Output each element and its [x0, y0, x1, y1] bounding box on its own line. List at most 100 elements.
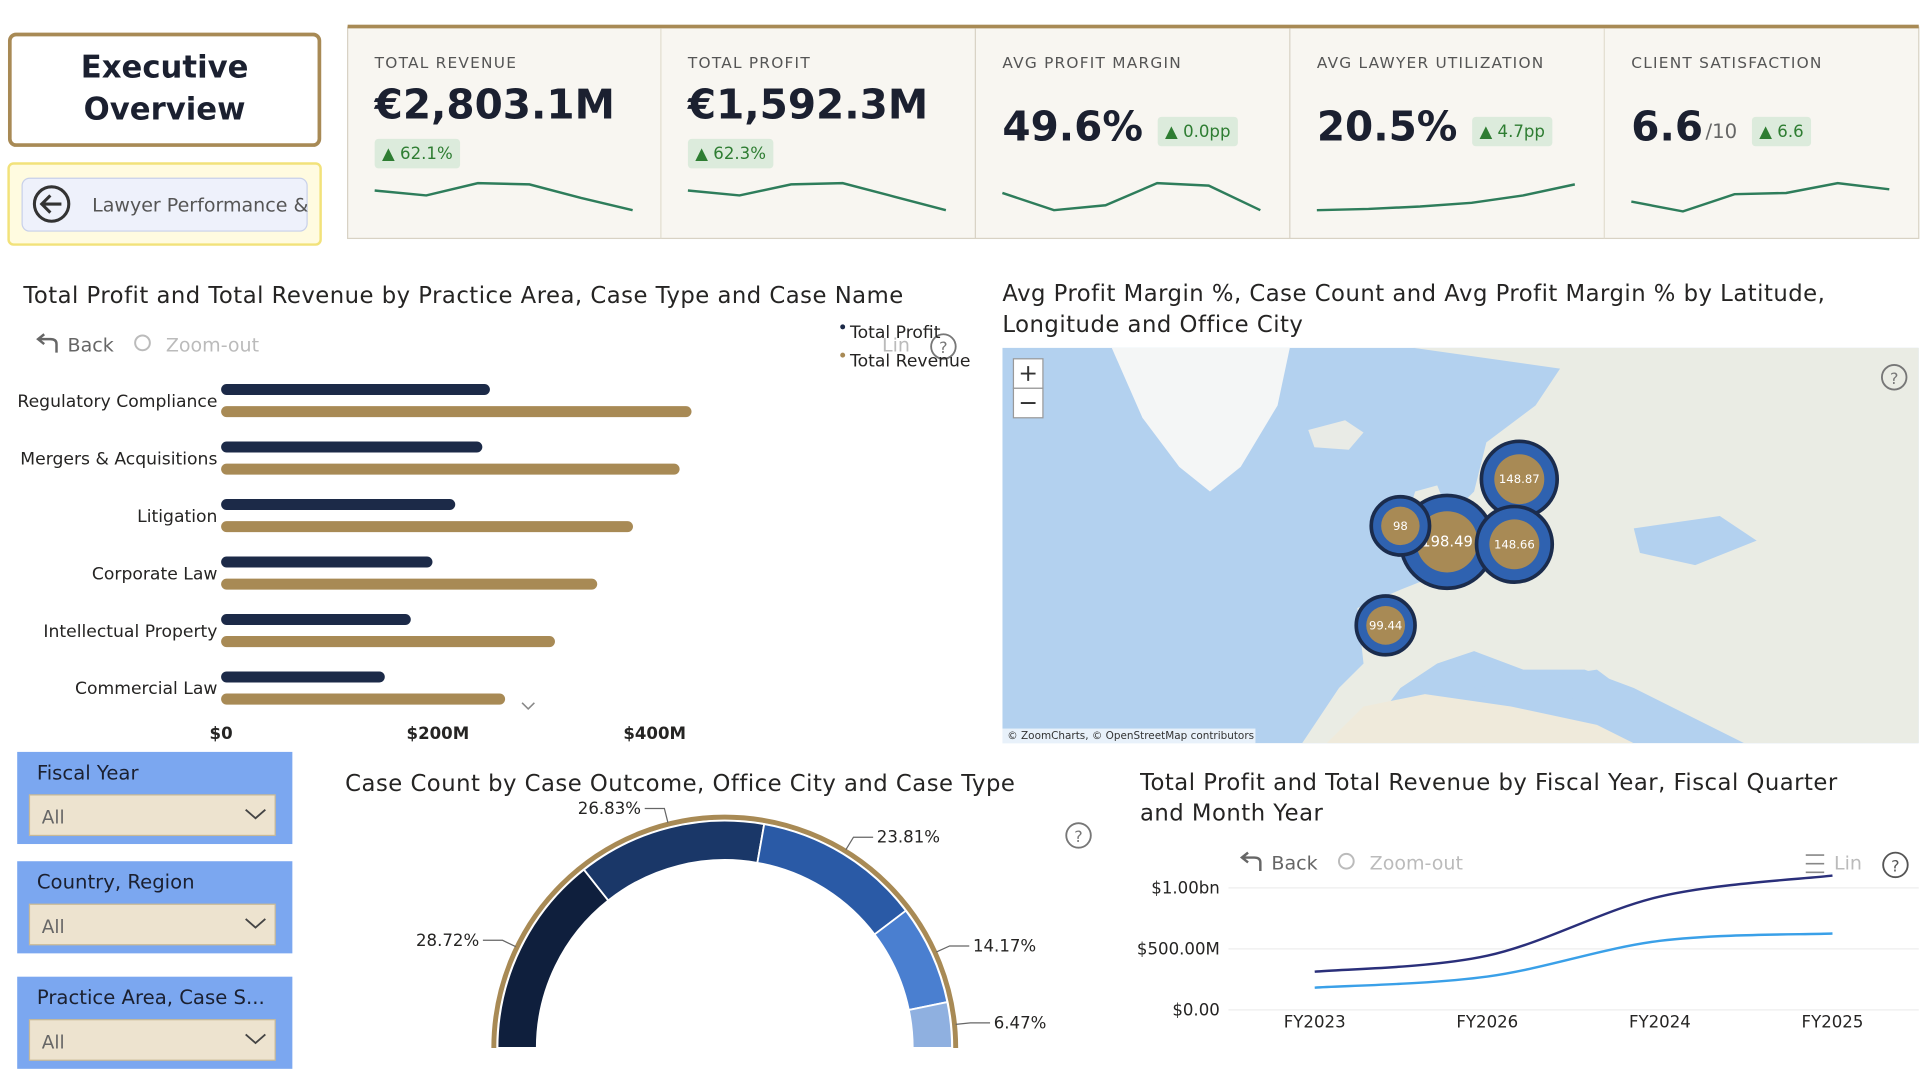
kpi-delta: ▲ 0.0pp	[1165, 122, 1230, 141]
help-icon[interactable]: ?	[1880, 364, 1908, 391]
map-bubbles: 198.49 148.87 148.66 98 99.44	[1354, 439, 1560, 657]
help-icon[interactable]: ?	[930, 333, 957, 360]
bar	[221, 636, 555, 648]
toolbar-item[interactable]: Back	[1271, 853, 1317, 875]
back-icon	[36, 333, 58, 353]
x-tick-label: $200M	[407, 724, 470, 743]
bar	[221, 498, 456, 511]
slicer-dropdown	[28, 903, 276, 946]
slicer-value: All	[42, 917, 65, 938]
slicer-value: All	[42, 1033, 65, 1054]
line-series	[1314, 874, 1833, 973]
zoom-icon	[1337, 852, 1355, 870]
toolbar-item[interactable]: Lin	[1834, 853, 1862, 875]
help-icon[interactable]: ?	[1882, 851, 1909, 879]
bubble-label: 148.66	[1494, 537, 1535, 551]
donut-rim	[491, 814, 959, 1048]
toolbar-label: Back	[68, 334, 114, 356]
bar	[221, 556, 433, 568]
chart-title: Case Count by Case Outcome, Office City …	[345, 771, 1015, 797]
kpi-delta-badge	[374, 138, 461, 169]
sea	[1474, 669, 1622, 707]
toolbar-item[interactable]: Back	[68, 334, 114, 356]
header-fo: Executive Overview	[80, 49, 249, 127]
slicer[interactable]: Country, Region All	[17, 861, 293, 954]
toolbar-label: Zoom-out	[1370, 853, 1463, 875]
scroll-chevron	[521, 702, 535, 711]
zoom-out[interactable]	[1012, 387, 1044, 419]
bar	[221, 383, 490, 396]
bar	[221, 578, 598, 590]
attribution-bg	[1002, 728, 1256, 744]
kpi-delta: ▲ 4.7pp	[1480, 122, 1545, 141]
slicer[interactable]: Fiscal Year All	[17, 751, 293, 845]
y-tick-label: Regulatory Compliance	[17, 392, 217, 412]
bubble-label: 198.49	[1421, 533, 1473, 550]
africa	[1326, 694, 1634, 744]
help-circle	[1065, 822, 1092, 849]
help-icon[interactable]: ?	[1065, 822, 1092, 849]
y-tick-label: Corporate Law	[92, 564, 218, 584]
data-label: 28.72%	[416, 931, 479, 950]
toolbar-label: Zoom-out	[166, 334, 259, 356]
zoom-in-icon	[1020, 366, 1036, 381]
bubble-label: 99.44	[1369, 618, 1402, 632]
help-glyph: ?	[1891, 857, 1899, 876]
donut-slice	[907, 1000, 953, 1049]
slicer[interactable]: Practice Area, Case S... All	[17, 976, 293, 1069]
nav-button[interactable]: Lawyer Performance &	[21, 177, 308, 232]
zoom-in[interactable]	[1012, 358, 1044, 389]
kpi-label: AVG PROFIT MARGIN	[1002, 54, 1182, 72]
kpi-label: TOTAL REVENUE	[374, 54, 517, 72]
nav-icon	[32, 185, 71, 223]
kpi-delta-badge	[1472, 116, 1553, 147]
leader-line	[644, 807, 669, 823]
kpi-label: TOTAL PROFIT	[687, 54, 811, 72]
leader-line	[955, 1022, 991, 1026]
kpi-value: 20.5%	[1317, 103, 1458, 151]
back-icon	[1239, 851, 1262, 872]
bubble-label: 98	[1393, 519, 1408, 533]
slicer-chevron	[245, 918, 266, 929]
chart-title: Avg Profit Margin %, Case Count and Avg …	[1002, 281, 1826, 338]
bar	[221, 521, 633, 533]
iceland	[1308, 420, 1364, 450]
y-tick-label: Litigation	[137, 507, 217, 527]
kpi-strip	[347, 26, 1920, 240]
kpi-label: AVG LAWYER UTILIZATION	[1317, 54, 1545, 72]
chart-title: Total Profit and Total Revenue by Fiscal…	[1139, 770, 1838, 827]
kpi-sparkline	[1001, 181, 1261, 212]
bar	[221, 463, 680, 475]
toolbar-item[interactable]: Zoom-out	[166, 334, 259, 356]
bubble-core	[1489, 519, 1540, 570]
help-circle	[1882, 851, 1909, 879]
slicer-dropdown	[28, 794, 276, 837]
toolbar-item[interactable]: Lin	[882, 334, 910, 356]
kpi-delta: ▲ 62.3%	[695, 144, 766, 163]
kpi-delta-badge	[1751, 116, 1812, 147]
help-glyph: ?	[1890, 369, 1898, 388]
x-tick-label: $0	[210, 724, 233, 743]
toolbar-item[interactable]: Zoom-out	[1370, 853, 1463, 875]
header-title: Executive Overview	[80, 49, 249, 127]
leader-line	[845, 836, 874, 851]
y-tick-label: $1.00bn	[1151, 878, 1220, 897]
slicer-label: Practice Area, Case S...	[37, 986, 265, 1009]
x-tick-label: $400M	[623, 724, 686, 743]
kpi-value: 6.6	[1631, 103, 1703, 151]
bar	[221, 613, 411, 626]
slicer-dropdown	[28, 1019, 276, 1061]
y-tick-label: $0.00	[1172, 1000, 1219, 1019]
data-label: 6.47%	[994, 1013, 1047, 1032]
y-tick-label: Mergers & Acquisitions	[20, 449, 217, 469]
kpi-sparkline	[374, 181, 633, 212]
toolbar-label: Back	[1271, 853, 1317, 875]
greenland	[1111, 347, 1290, 492]
help-glyph: ?	[1074, 827, 1082, 846]
data-label: 23.81%	[877, 828, 940, 847]
y-tick-label: $500.00M	[1137, 939, 1220, 958]
bar	[221, 406, 692, 418]
bar	[221, 441, 483, 453]
slicer-chevron	[245, 808, 266, 820]
